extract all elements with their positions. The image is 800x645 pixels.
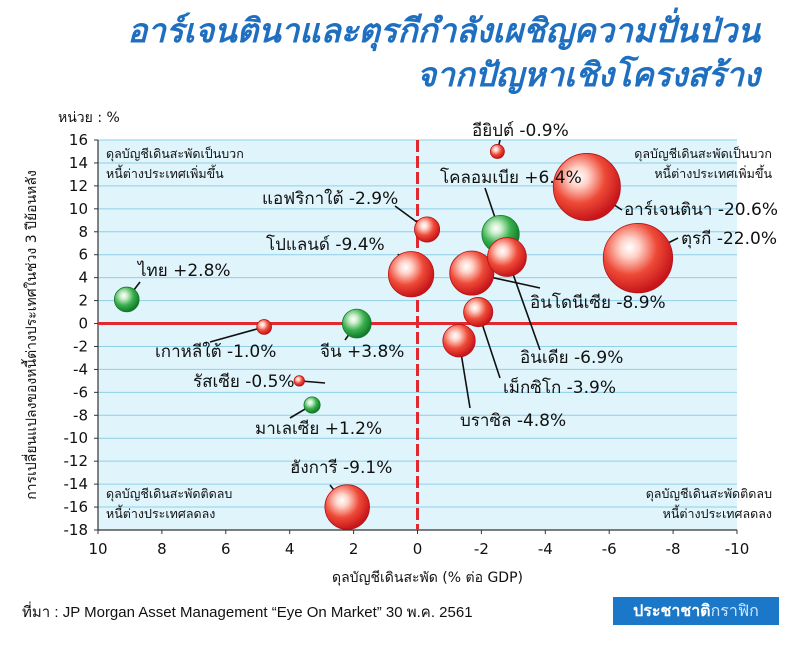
x-tick-label: -2 <box>474 540 489 558</box>
brand-main: ประชาชาติ <box>633 601 711 620</box>
x-tick-label: -8 <box>666 540 681 558</box>
chart-title-line1: อาร์เจนตินาและตุรกีกำลังเผชิญความปั่นป่ว… <box>127 11 760 50</box>
y-tick-label: -4 <box>73 360 88 378</box>
bubble-label: ฮังการี -9.1% <box>290 458 392 478</box>
bubble-label: อาร์เจนตินา -20.6% <box>624 200 778 220</box>
bubble-point <box>487 237 527 277</box>
y-tick-label: -8 <box>73 406 88 424</box>
bubble-point <box>303 396 321 414</box>
chart-title-line2: จากปัญหาเชิงโครงสร้าง <box>416 55 760 94</box>
y-tick-label: 14 <box>69 154 88 172</box>
bubble-point <box>341 308 372 339</box>
y-tick-label: 8 <box>78 223 88 241</box>
x-tick-label: -10 <box>725 540 750 558</box>
y-tick-label: -2 <box>73 337 88 355</box>
x-tick-label: 6 <box>221 540 231 558</box>
bubble-label: จีน +3.8% <box>320 342 404 362</box>
bubble-label: ตุรกี -22.0% <box>681 229 777 249</box>
y-axis-label: การเปลี่ยนแปลงของหนี้ต่างประเทศในช่วง 3 … <box>21 170 40 500</box>
y-tick-label: -6 <box>73 383 88 401</box>
y-tick-label: 6 <box>78 246 88 264</box>
bubble-point <box>324 484 370 530</box>
quadrant-note-top_left: ดุลบัญชีเดินสะพัดเป็นบวก <box>106 146 244 162</box>
y-tick-label: -12 <box>64 452 89 470</box>
bubble-labels: อียิปต์ -0.9% โคลอมเบีย +6.4% อาร์เจนตินา … <box>136 121 778 478</box>
y-tick-label: 10 <box>69 200 88 218</box>
bubble-point <box>602 223 674 294</box>
bubbles <box>113 144 674 530</box>
y-tick-label: -14 <box>64 475 89 493</box>
brand-accent: กราฟิก <box>710 601 759 620</box>
x-axis-label: ดุลบัญชีเดินสะพัด (% ต่อ GDP) <box>332 570 523 586</box>
y-tick-label: -16 <box>64 498 89 516</box>
bubble-point <box>414 216 441 243</box>
leader-line <box>209 326 265 343</box>
y-tick-label: 2 <box>78 292 88 310</box>
y-tick-label: 4 <box>78 269 88 287</box>
bubble-label: อินเดีย -6.9% <box>520 348 623 368</box>
bubble-label: รัสเซีย -0.5% <box>193 372 295 392</box>
brand-logo: ประชาชาติกราฟิก <box>613 597 779 625</box>
bubble-label: โคลอมเบีย +6.4% <box>440 167 582 188</box>
bubble-label: อียิปต์ -0.9% <box>472 121 569 141</box>
x-tick-label: 2 <box>349 540 359 558</box>
bubble-label: โปแลนด์ -9.4% <box>266 234 385 255</box>
quadrant-note-bottom_right: หนี้ต่างประเทศลดลง <box>663 504 772 521</box>
bubble-point <box>449 250 495 296</box>
y-tick-label: 12 <box>69 177 88 195</box>
bubble-label: บราซิล -4.8% <box>460 411 566 431</box>
quadrant-note-bottom_left: หนี้ต่างประเทศลดลง <box>106 504 215 521</box>
quadrant-note-bottom_left: ดุลบัญชีเดินสะพัดติดลบ <box>106 486 232 502</box>
bubble-point <box>293 375 305 387</box>
quadrant-notes: ดุลบัญชีเดินสะพัดเป็นบวกหนี้ต่างประเทศเพ… <box>106 146 772 521</box>
quadrant-note-top_left: หนี้ต่างประเทศเพิ่มขึ้น <box>106 164 224 181</box>
quadrant-note-top_right: หนี้ต่างประเทศเพิ่มขึ้น <box>654 164 772 181</box>
x-tick-label: -4 <box>538 540 553 558</box>
quadrant-note-bottom_right: ดุลบัญชีเดินสะพัดติดลบ <box>646 486 772 502</box>
x-tick-label: 0 <box>413 540 423 558</box>
x-tick-label: 8 <box>157 540 167 558</box>
bubble-point <box>552 153 621 222</box>
bubble-label: มาเลเซีย +1.2% <box>255 419 382 439</box>
bubble-label: ไทย +2.8% <box>136 260 231 281</box>
bubble-label: อินโดนีเซีย -8.9% <box>530 292 666 313</box>
y-tick-label: 0 <box>78 315 88 333</box>
bubble-label: แอฟริกาใต้ -2.9% <box>262 188 398 209</box>
y-tick-label: -18 <box>64 521 89 539</box>
y-tick-label: -10 <box>64 429 89 447</box>
y-tick-label: 16 <box>69 131 88 149</box>
quadrant-note-top_right: ดุลบัญชีเดินสะพัดเป็นบวก <box>634 146 772 162</box>
unit-label: หน่วย : % <box>58 110 120 126</box>
bubble-point <box>256 319 272 335</box>
source-note: ที่มา : JP Morgan Asset Management “Eye … <box>22 604 473 621</box>
bubble-point <box>489 144 505 159</box>
bubble-label: เกาหลีใต้ -1.0% <box>155 341 276 362</box>
bubble-point <box>463 297 494 328</box>
x-tick-label: 10 <box>88 540 107 558</box>
x-tick-label: 4 <box>285 540 295 558</box>
bubble-point <box>442 324 476 358</box>
bubble-point <box>113 286 140 313</box>
bubble-label: เม็กซิโก -3.9% <box>503 376 616 398</box>
x-tick-label: -6 <box>602 540 617 558</box>
bubble-point <box>388 251 435 298</box>
